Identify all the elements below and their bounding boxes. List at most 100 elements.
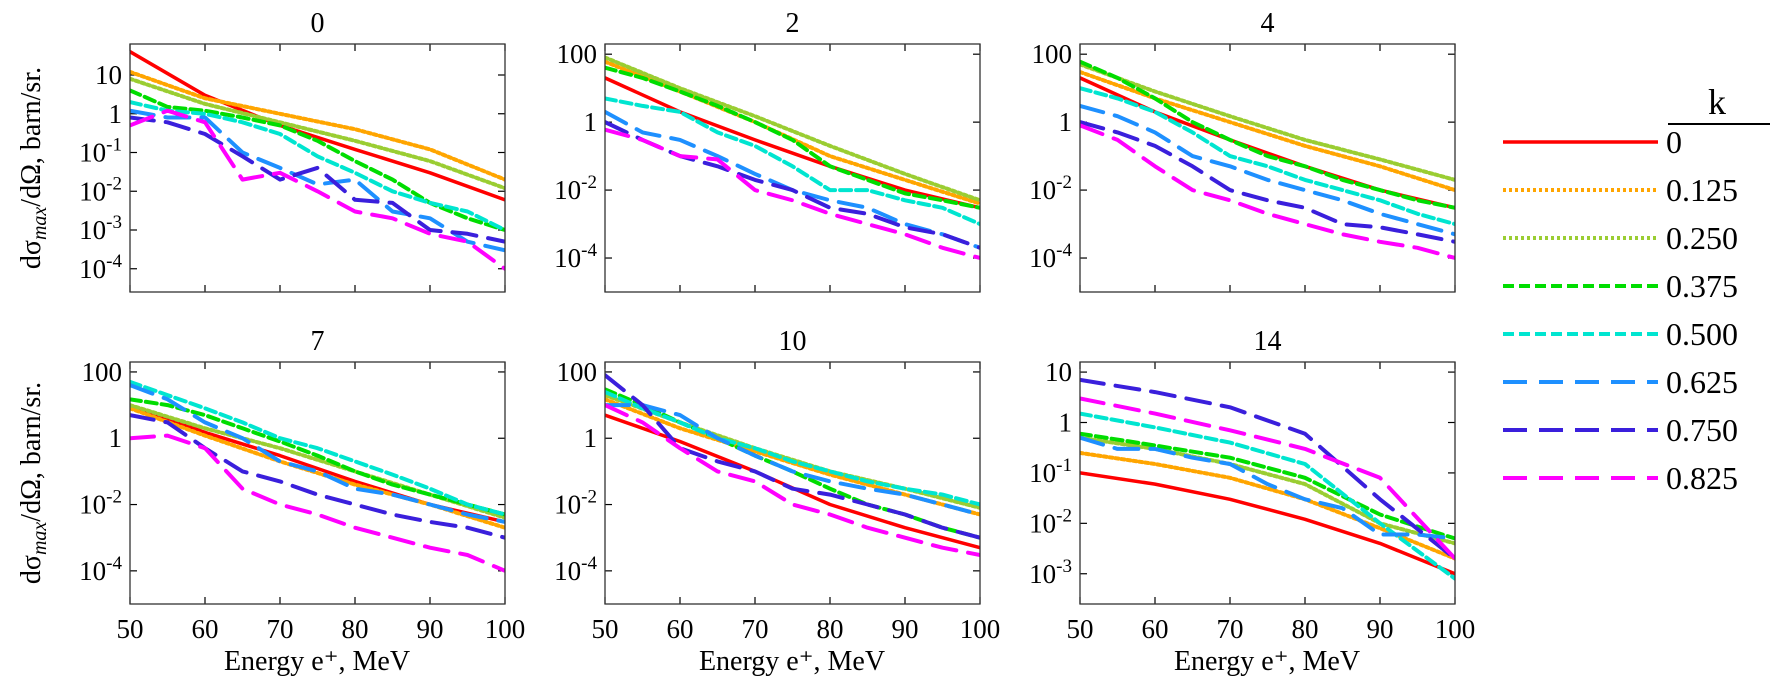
y-tick-label: 1 xyxy=(584,107,598,137)
series-line-k-0.500 xyxy=(130,100,505,232)
plot-frame xyxy=(604,361,981,605)
series-group xyxy=(1080,377,1455,581)
series-line-k-0.375 xyxy=(1080,59,1455,210)
y-label-suffix: /dΩ, barn/sr. xyxy=(16,382,47,522)
y-tick-label: 10-2 xyxy=(79,173,122,206)
panels-layer: 010110-110-210-310-42100110-210-44100110… xyxy=(79,8,1475,644)
series-line-k-0 xyxy=(1080,471,1455,576)
series-line-k-0.250 xyxy=(605,55,980,203)
series-line-k-0.375 xyxy=(130,397,505,517)
series-group xyxy=(130,49,505,271)
series-line-k-0.375 xyxy=(130,88,505,232)
series-line-k-0.750 xyxy=(1080,377,1455,561)
plot-frame xyxy=(1079,43,1456,293)
series-group xyxy=(605,55,980,260)
legend-label-k-0.125: 0.125 xyxy=(1666,172,1738,208)
legend-label-k-0.375: 0.375 xyxy=(1666,268,1738,304)
y-label-prefix: dσ xyxy=(16,240,47,269)
series-line-k-0.625 xyxy=(605,403,980,517)
series-line-k-0.125 xyxy=(1080,70,1455,193)
panel-4: 4 100 1 10-2 10-4 xyxy=(1029,8,1456,293)
series-line-k-0.750 xyxy=(1080,120,1455,244)
x-tick-label: 50 xyxy=(592,614,619,644)
y-label-prefix: dσ xyxy=(16,555,47,584)
plot-frame xyxy=(129,361,506,605)
series-line-k-0.375 xyxy=(1080,431,1455,541)
x-tick-label: 70 xyxy=(267,614,294,644)
y-tick-label: 1 xyxy=(109,423,123,453)
series-line-k-0.750 xyxy=(130,413,505,540)
y-tick-label: 100 xyxy=(82,357,123,387)
legend-label-k-0.750: 0.750 xyxy=(1666,412,1738,448)
panel-title: 2 xyxy=(786,8,800,39)
x-tick-label: 50 xyxy=(117,614,144,644)
series-line-k-0.375 xyxy=(605,65,980,210)
x-tick-label: 50 xyxy=(1067,614,1094,644)
y-tick-label: 10-1 xyxy=(79,135,122,168)
plot-frame xyxy=(1079,361,1456,605)
y-label-suffix: /dΩ, barn/sr. xyxy=(16,67,47,207)
x-tick-label: 70 xyxy=(742,614,769,644)
y-tick-label: 1 xyxy=(584,423,598,453)
series-group xyxy=(1080,59,1455,260)
series-line-k-0 xyxy=(1080,76,1455,210)
y-axis-label-bottom: dσmax/dΩ, barn/sr. xyxy=(16,382,51,584)
panel-title: 10 xyxy=(779,326,807,357)
panel-title: 0 xyxy=(311,8,325,39)
x-axis-label: Energy e⁺, MeV xyxy=(224,646,410,677)
y-tick-label: 10-1 xyxy=(1029,455,1072,488)
series-line-k-0.750 xyxy=(605,120,980,250)
x-tick-label: 60 xyxy=(1142,614,1169,644)
panel-7: 7 100 1 10-2 10-4 50 60 70 80 90 100 xyxy=(79,326,525,644)
series-line-k-0 xyxy=(605,413,980,550)
panel-2: 2 100 1 10-2 10-4 xyxy=(554,8,981,293)
x-tick-label: 60 xyxy=(192,614,219,644)
panel-10: 10 100 1 10-2 10-4 50 60 70 80 90 100 xyxy=(554,326,1000,644)
x-tick-label: 80 xyxy=(817,614,844,644)
x-tick-label: 100 xyxy=(485,614,526,644)
y-tick-label: 100 xyxy=(1032,39,1073,69)
panel-title: 7 xyxy=(311,326,325,357)
y-tick-label: 1 xyxy=(109,99,123,129)
y-tick-label: 100 xyxy=(557,357,598,387)
y-tick-label: 10-3 xyxy=(1029,556,1072,589)
series-line-k-0 xyxy=(130,49,505,202)
y-tick-label: 10-2 xyxy=(554,172,597,205)
x-tick-label: 80 xyxy=(1292,614,1319,644)
legend-label-k-0.500: 0.500 xyxy=(1666,316,1738,352)
y-tick-label: 10-4 xyxy=(554,240,597,273)
y-tick-label: 1 xyxy=(1059,408,1073,438)
y-tick-label: 10 xyxy=(95,60,122,90)
x-tick-label: 80 xyxy=(342,614,369,644)
series-line-k-0.750 xyxy=(130,115,505,244)
series-line-k-0.825 xyxy=(605,403,980,557)
y-tick-label: 10-2 xyxy=(554,487,597,520)
y-tick-label: 10-4 xyxy=(79,553,122,586)
series-line-k-0.625 xyxy=(130,383,505,524)
y-axis-label-top: dσmax/dΩ, barn/sr. xyxy=(16,67,51,269)
series-line-k-0.825 xyxy=(1080,123,1455,260)
series-line-k-0.825 xyxy=(1080,396,1455,561)
series-line-k-0.500 xyxy=(130,379,505,517)
y-tick-label: 10 xyxy=(1045,357,1072,387)
y-tick-label: 10-3 xyxy=(79,212,122,245)
panel-title: 14 xyxy=(1254,326,1282,357)
y-label-subscript: max xyxy=(29,522,51,555)
y-tick-label: 10-4 xyxy=(554,553,597,586)
x-tick-label: 90 xyxy=(417,614,444,644)
y-tick-label: 10-4 xyxy=(79,251,122,284)
legend-label-k-0: 0 xyxy=(1666,124,1682,160)
y-tick-label: 100 xyxy=(557,39,598,69)
panel-title: 4 xyxy=(1261,8,1275,39)
series-line-k-0.825 xyxy=(605,127,980,260)
panel-0: 0 10 1 10-1 10-2 10-3 10-4 xyxy=(79,8,506,293)
x-tick-label: 100 xyxy=(1435,614,1476,644)
legend-title: k xyxy=(1708,82,1726,122)
series-group xyxy=(605,373,980,557)
y-tick-label: 10-2 xyxy=(1029,505,1072,538)
series-group xyxy=(130,379,505,573)
x-tick-label: 60 xyxy=(667,614,694,644)
legend-label-k-0.625: 0.625 xyxy=(1666,364,1738,400)
x-axis-label: Energy e⁺, MeV xyxy=(1174,646,1360,677)
